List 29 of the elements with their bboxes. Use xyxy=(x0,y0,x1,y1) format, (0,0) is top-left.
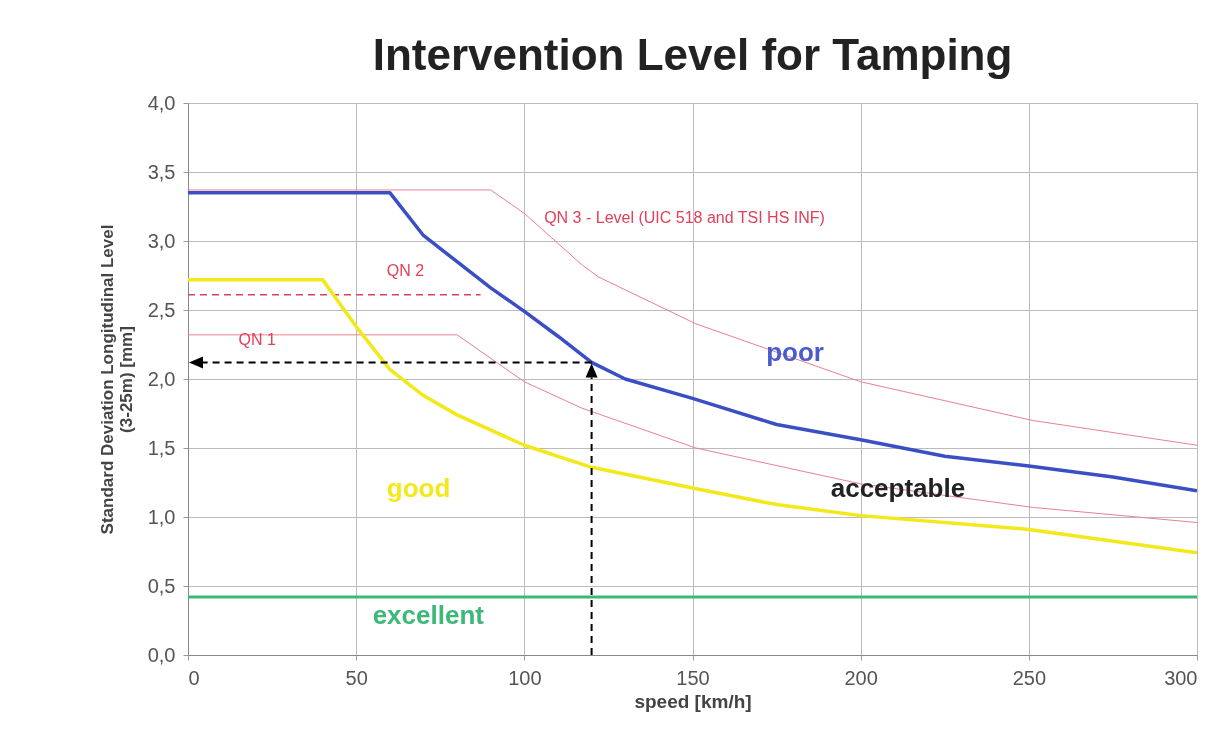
line-series xyxy=(188,277,1197,555)
annotation: QN 2 xyxy=(386,262,425,280)
x-tick-label: 50 xyxy=(345,666,368,689)
y-tick-label: 3,0 xyxy=(147,229,176,252)
x-tick-label: 250 xyxy=(1012,666,1047,689)
line-series xyxy=(188,334,1197,524)
y-tick-label: 2,0 xyxy=(147,367,176,390)
x-tick-label: 200 xyxy=(844,666,878,689)
annotation: acceptable xyxy=(830,473,966,504)
x-axis-title: speed [km/h] xyxy=(634,690,752,712)
line-series xyxy=(188,189,1197,446)
y-tick-label: 2,5 xyxy=(147,298,176,321)
x-tick-label: 100 xyxy=(508,666,542,689)
y-tick-label: 4,0 xyxy=(147,91,176,114)
x-tick-label: 300 xyxy=(1164,666,1198,689)
y-axis-title: Standard Deviation Longitudinal Level (3-25m) [mm] xyxy=(97,224,136,535)
chart-title: Intervention Level for Tamping xyxy=(372,30,1013,79)
annotation: QN 3 - Level (UIC 518 and TSI HS INF) xyxy=(544,208,825,226)
x-tick-label: 150 xyxy=(676,666,710,689)
y-tick-label: 3,5 xyxy=(147,160,176,183)
annotation: poor xyxy=(766,336,824,367)
y-tick-label: 1,5 xyxy=(147,436,176,459)
annotation: excellent xyxy=(372,600,485,631)
y-tick-label: 1,0 xyxy=(147,505,176,528)
annotation: good xyxy=(386,473,451,504)
y-tick-label: 0,0 xyxy=(147,643,176,666)
y-tick-label: 0,5 xyxy=(147,574,176,597)
annotation: QN 1 xyxy=(238,331,276,349)
x-tick-label: 0 xyxy=(188,666,200,689)
